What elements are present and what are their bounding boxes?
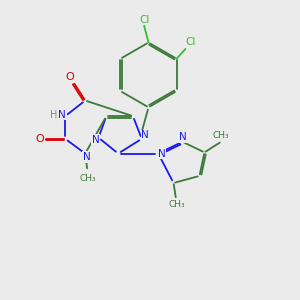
Text: N: N (141, 130, 149, 140)
Text: N: N (58, 110, 66, 120)
Text: CH₃: CH₃ (79, 174, 96, 183)
Text: O: O (65, 72, 74, 82)
Text: Cl: Cl (139, 15, 149, 25)
Text: CH₃: CH₃ (213, 131, 230, 140)
Text: N: N (83, 152, 91, 162)
Text: N: N (92, 135, 99, 145)
Text: H: H (50, 110, 58, 120)
Text: Cl: Cl (185, 37, 196, 47)
Text: N: N (158, 148, 166, 158)
Text: CH₃: CH₃ (168, 200, 185, 209)
Text: O: O (35, 134, 44, 144)
Text: N: N (179, 132, 187, 142)
